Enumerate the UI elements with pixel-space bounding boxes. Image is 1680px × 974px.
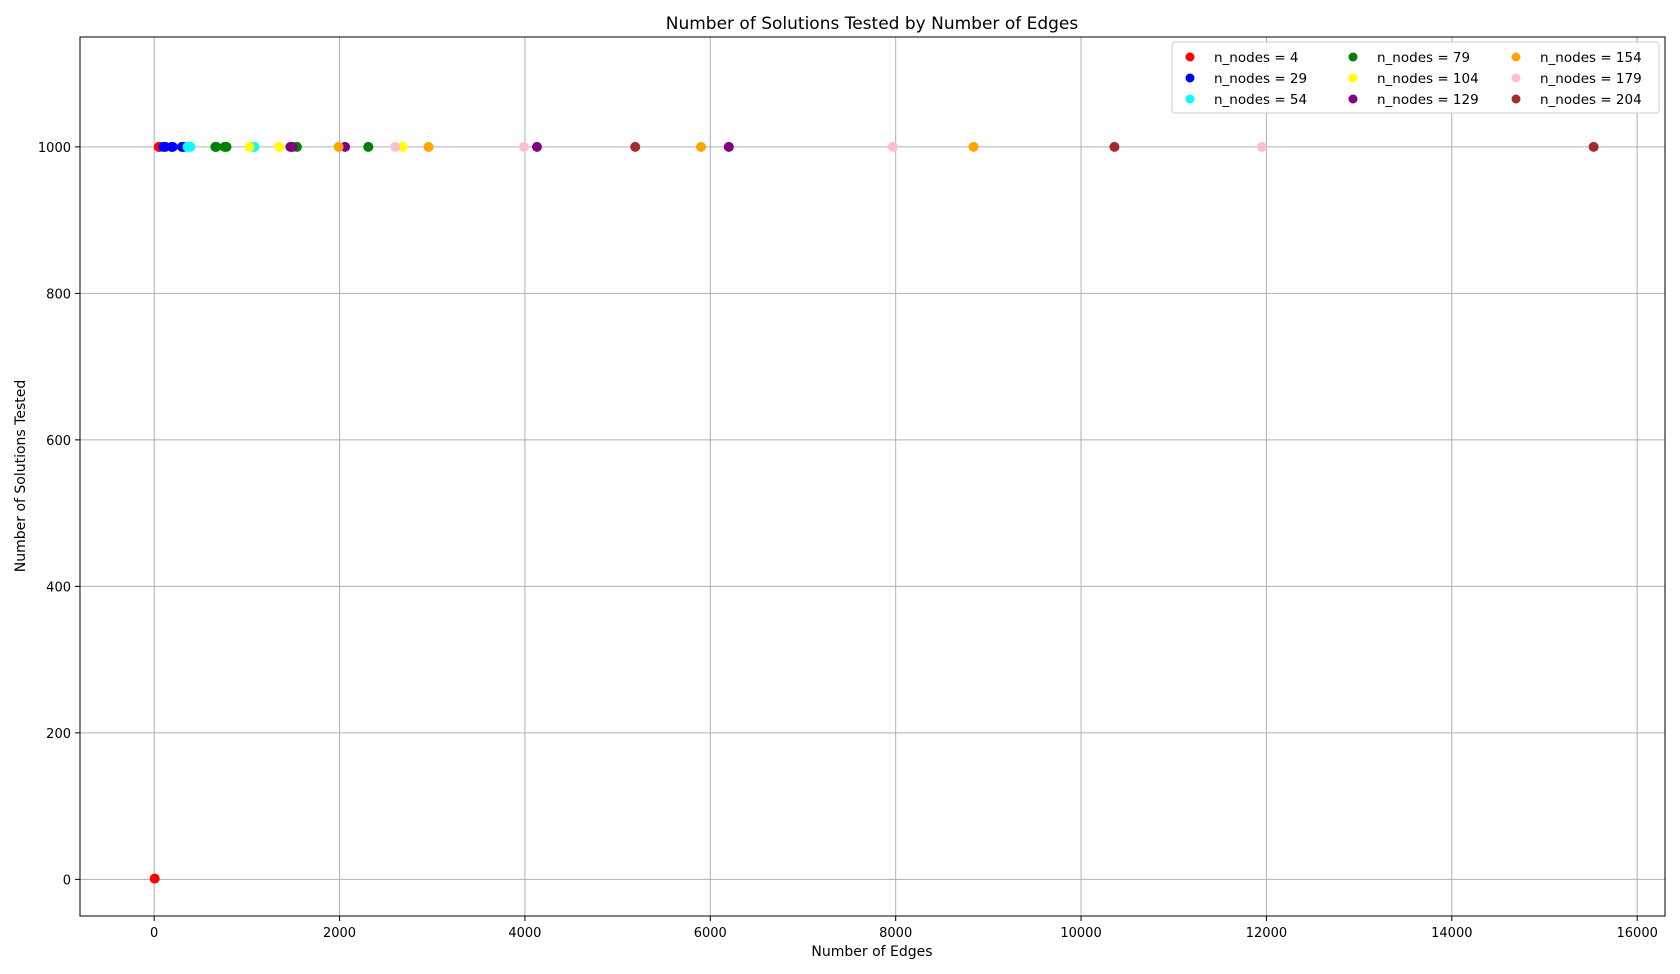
y-tick-label: 1000 bbox=[38, 141, 71, 156]
legend-entry: n_nodes = 79 bbox=[1348, 50, 1470, 66]
data-point bbox=[363, 141, 374, 152]
legend-entry: n_nodes = 179 bbox=[1511, 71, 1642, 87]
chart-title: Number of Solutions Tested by Number of … bbox=[666, 14, 1079, 34]
y-tick-label: 200 bbox=[46, 727, 71, 742]
x-tick-label: 12000 bbox=[1246, 926, 1287, 941]
legend-marker bbox=[1348, 52, 1358, 62]
legend-label: n_nodes = 79 bbox=[1377, 50, 1470, 66]
data-point bbox=[1109, 141, 1120, 152]
data-point bbox=[333, 141, 344, 152]
y-tick-label: 400 bbox=[46, 580, 71, 595]
data-point bbox=[696, 141, 707, 152]
axis-ticks: 0 2000 4000 6000 8000 10000 12000 14000 16000 0 20… bbox=[38, 141, 1658, 941]
legend-label: n_nodes = 179 bbox=[1540, 71, 1642, 87]
legend-marker bbox=[1348, 94, 1358, 104]
x-tick-label: 4000 bbox=[508, 926, 541, 941]
legend-entry: n_nodes = 154 bbox=[1511, 50, 1642, 66]
series-n-nodes-154 bbox=[333, 141, 979, 152]
data-point bbox=[518, 141, 529, 152]
x-axis-title: Number of Edges bbox=[811, 944, 932, 960]
legend-marker bbox=[1185, 94, 1195, 104]
y-axis-title: Number of Solutions Tested bbox=[13, 380, 29, 572]
data-point bbox=[185, 141, 196, 152]
y-tick-label: 600 bbox=[46, 434, 71, 449]
data-point bbox=[211, 141, 222, 152]
legend-label: n_nodes = 4 bbox=[1214, 50, 1299, 66]
data-point bbox=[397, 141, 408, 152]
data-point bbox=[149, 873, 160, 884]
grid bbox=[80, 37, 1665, 916]
data-point bbox=[968, 141, 979, 152]
series-n-nodes-104 bbox=[244, 141, 408, 152]
data-point bbox=[423, 141, 434, 152]
legend-label: n_nodes = 204 bbox=[1540, 92, 1642, 108]
x-tick-label: 10000 bbox=[1060, 926, 1101, 941]
data-point bbox=[244, 141, 255, 152]
y-tick-label: 800 bbox=[46, 287, 71, 302]
x-tick-label: 6000 bbox=[694, 926, 727, 941]
y-tick-label: 0 bbox=[63, 873, 71, 888]
data-point bbox=[1588, 141, 1599, 152]
legend: n_nodes = 4 n_nodes = 29 n_nodes = 54 n_nod… bbox=[1171, 41, 1660, 114]
data-point bbox=[390, 141, 401, 152]
legend-label: n_nodes = 104 bbox=[1377, 71, 1479, 87]
data-point bbox=[274, 141, 285, 152]
x-tick-label: 2000 bbox=[323, 926, 356, 941]
plot-frame bbox=[79, 36, 1666, 917]
legend-entry: n_nodes = 204 bbox=[1511, 92, 1642, 108]
series-n-nodes-129 bbox=[285, 141, 734, 152]
data-point bbox=[887, 141, 898, 152]
x-tick-label: 16000 bbox=[1617, 926, 1658, 941]
data-points bbox=[149, 141, 1599, 884]
legend-label: n_nodes = 154 bbox=[1540, 50, 1642, 66]
data-point bbox=[167, 141, 178, 152]
data-point bbox=[630, 141, 641, 152]
legend-frame bbox=[1171, 41, 1660, 114]
series-n-nodes-204 bbox=[630, 141, 1599, 152]
data-point bbox=[221, 141, 232, 152]
legend-marker bbox=[1511, 73, 1521, 83]
legend-marker bbox=[1185, 52, 1195, 62]
legend-entry: n_nodes = 54 bbox=[1185, 92, 1307, 108]
legend-marker bbox=[1511, 94, 1521, 104]
x-tick-label: 0 bbox=[150, 926, 158, 941]
legend-marker bbox=[1185, 73, 1195, 83]
x-tick-label: 14000 bbox=[1431, 926, 1472, 941]
legend-label: n_nodes = 129 bbox=[1377, 92, 1479, 108]
legend-entry: n_nodes = 129 bbox=[1348, 92, 1479, 108]
x-tick-label: 8000 bbox=[879, 926, 912, 941]
data-point bbox=[1256, 141, 1267, 152]
legend-label: n_nodes = 54 bbox=[1214, 92, 1307, 108]
series-n-nodes-179 bbox=[390, 141, 1267, 152]
legend-label: n_nodes = 29 bbox=[1214, 71, 1307, 87]
data-point bbox=[531, 141, 542, 152]
legend-marker bbox=[1348, 73, 1358, 83]
data-point bbox=[287, 141, 298, 152]
legend-entry: n_nodes = 29 bbox=[1185, 71, 1307, 87]
legend-entry: n_nodes = 4 bbox=[1185, 50, 1299, 66]
legend-marker bbox=[1511, 52, 1521, 62]
legend-entry: n_nodes = 104 bbox=[1348, 71, 1479, 87]
data-point bbox=[723, 141, 734, 152]
